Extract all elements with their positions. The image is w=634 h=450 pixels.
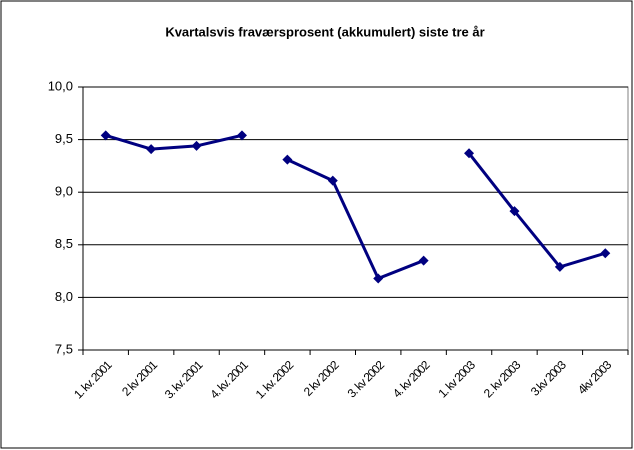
y-tick-label: 7,5 — [55, 341, 73, 356]
point-marker — [418, 255, 429, 266]
series-line — [286, 158, 425, 281]
point-marker — [373, 273, 384, 284]
y-tick-label: 10,0 — [48, 78, 73, 93]
point-marker — [146, 144, 157, 155]
point-marker — [282, 154, 293, 165]
y-tick-label: 8,5 — [55, 236, 73, 251]
point-marker — [327, 175, 338, 186]
point-marker — [464, 148, 475, 159]
chart-title: Kvartalsvis fraværsprosent (akkumulert) … — [165, 24, 484, 39]
y-tick-label: 8,0 — [55, 289, 73, 304]
point-marker — [236, 130, 247, 141]
point-marker — [191, 140, 202, 151]
plot-area — [82, 86, 629, 351]
point-marker — [100, 130, 111, 141]
y-tick-label: 9,0 — [55, 184, 73, 199]
series-line — [105, 133, 243, 151]
y-tick-label: 9,5 — [55, 131, 73, 146]
series-line — [467, 152, 606, 269]
point-marker — [600, 248, 611, 259]
point-marker — [554, 261, 565, 272]
point-marker — [509, 206, 520, 217]
